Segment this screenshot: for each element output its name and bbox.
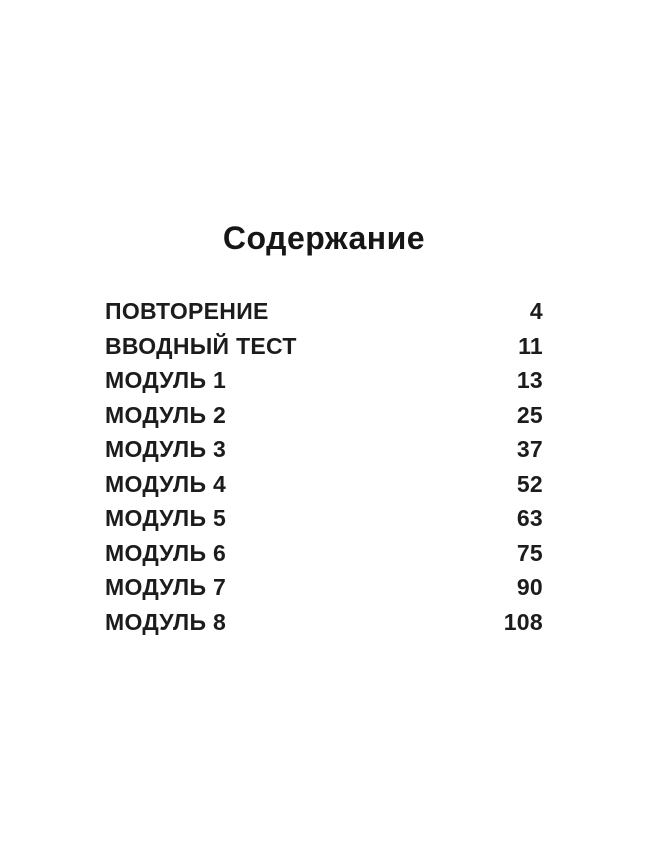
toc-entry-page: 63 xyxy=(516,505,543,531)
toc-row: МОДУЛЬ 5 63 xyxy=(105,501,543,536)
toc-entry-label: МОДУЛЬ 1 xyxy=(105,367,227,393)
toc-entry-label: МОДУЛЬ 3 xyxy=(105,436,227,462)
toc-row: МОДУЛЬ 6 75 xyxy=(105,536,543,571)
toc-entry-page: 25 xyxy=(516,401,543,428)
toc-entry-page: 11 xyxy=(518,332,543,359)
toc-row: МОДУЛЬ 4 52 xyxy=(105,467,543,502)
toc-row: МОДУЛЬ 1 13 xyxy=(105,363,543,398)
toc-content: Содержание ПОВТОРЕНИЕ 4 ВВОДНЫЙ ТЕСТ 11 … xyxy=(105,218,543,639)
toc-entry-page: 75 xyxy=(516,539,543,566)
toc-entry-label: МОДУЛЬ 4 xyxy=(105,470,227,497)
toc-list: ПОВТОРЕНИЕ 4 ВВОДНЫЙ ТЕСТ 11 МОДУЛЬ 1 13… xyxy=(105,294,543,639)
page-title: Содержание xyxy=(222,220,426,256)
toc-row: МОДУЛЬ 2 25 xyxy=(105,398,543,433)
toc-row: ВВОДНЫЙ ТЕСТ 11 xyxy=(105,329,543,364)
toc-entry-label: МОДУЛЬ 5 xyxy=(105,505,227,531)
toc-entry-label: МОДУЛЬ 6 xyxy=(105,539,227,566)
toc-row: МОДУЛЬ 8 108 xyxy=(105,605,543,640)
toc-row: МОДУЛЬ 3 37 xyxy=(105,432,543,467)
toc-entry-label: ВВОДНЫЙ ТЕСТ xyxy=(105,332,297,359)
toc-row: ПОВТОРЕНИЕ 4 xyxy=(105,294,543,329)
toc-entry-page: 108 xyxy=(503,608,543,635)
toc-entry-page: 52 xyxy=(516,470,543,497)
toc-entry-label: МОДУЛЬ 7 xyxy=(105,574,227,600)
toc-entry-label: ПОВТОРЕНИЕ xyxy=(105,298,269,324)
toc-row: МОДУЛЬ 7 90 xyxy=(105,570,543,605)
toc-entry-page: 90 xyxy=(516,574,543,600)
toc-entry-page: 37 xyxy=(516,436,543,462)
toc-entry-page: 4 xyxy=(529,298,543,324)
toc-entry-label: МОДУЛЬ 2 xyxy=(105,401,227,428)
toc-entry-page: 13 xyxy=(516,367,543,393)
toc-entry-label: МОДУЛЬ 8 xyxy=(105,608,227,635)
